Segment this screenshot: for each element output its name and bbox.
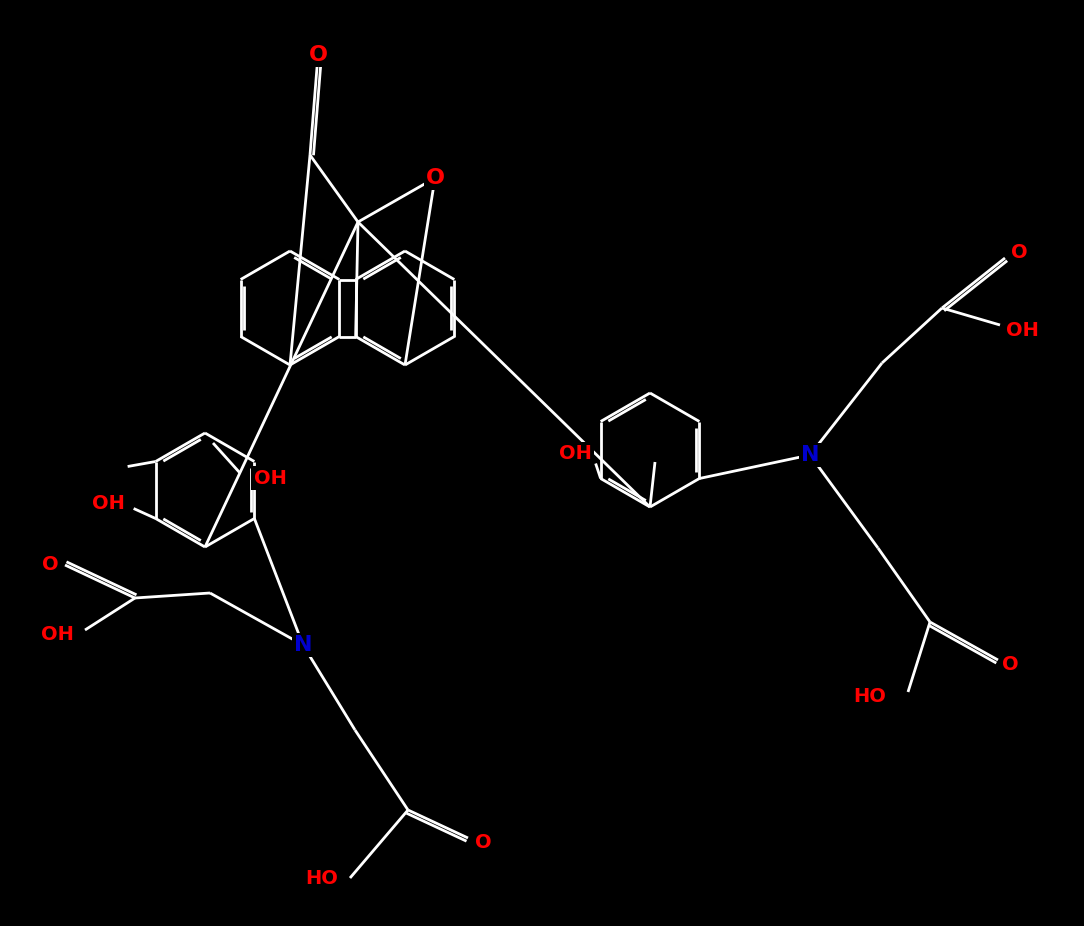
Text: O: O: [41, 556, 59, 574]
Text: OH: OH: [40, 625, 74, 644]
Text: O: O: [309, 45, 327, 65]
Text: O: O: [475, 833, 491, 853]
Text: HO: HO: [853, 687, 887, 707]
Text: OH: OH: [559, 444, 592, 463]
Text: O: O: [1002, 656, 1018, 674]
Text: HO: HO: [306, 869, 338, 887]
Text: OH: OH: [1006, 320, 1038, 340]
Text: O: O: [1010, 244, 1028, 262]
Text: OH: OH: [254, 469, 286, 487]
Text: O: O: [426, 168, 444, 188]
Text: N: N: [801, 445, 820, 465]
Text: N: N: [294, 635, 312, 655]
Text: OH: OH: [92, 494, 125, 513]
